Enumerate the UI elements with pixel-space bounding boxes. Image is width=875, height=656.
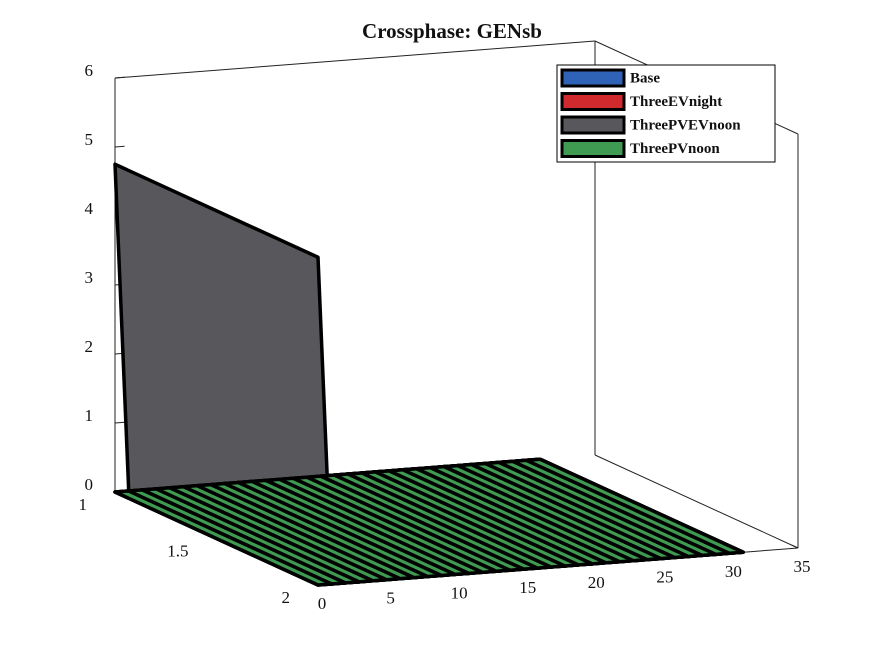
legend-label: ThreePVnoon <box>630 141 720 157</box>
x-tick-label: 5 <box>386 589 395 608</box>
z-tick-label: 5 <box>85 130 94 149</box>
x-tick-label: 25 <box>656 567 673 586</box>
legend-label: ThreePVEVnoon <box>630 117 741 133</box>
x-tick-label: 35 <box>794 557 811 576</box>
y-tick-label: 1.5 <box>167 541 188 560</box>
y-tick-label: 1 <box>79 495 88 514</box>
x-tick-label: 15 <box>519 578 536 597</box>
box-edge <box>594 454 799 549</box>
x-tick-label: 0 <box>318 594 327 613</box>
legend-swatch <box>560 115 626 135</box>
x-tick <box>791 544 799 549</box>
z-tick-label: 3 <box>85 268 94 287</box>
z-tick <box>114 145 125 148</box>
surface-patch <box>524 457 745 556</box>
y-tick-label: 2 <box>282 588 291 607</box>
box-edge <box>114 40 596 79</box>
x-tick-label: 20 <box>588 573 605 592</box>
z-tick <box>114 421 125 424</box>
x-tick-label: 30 <box>725 562 742 581</box>
z-tick <box>114 76 125 79</box>
z-tick-label: 6 <box>85 61 94 80</box>
z-tick-label: 4 <box>85 199 94 218</box>
legend-label: ThreeEVnight <box>630 94 722 110</box>
z-tick-label: 1 <box>85 406 94 425</box>
legend-swatch <box>560 68 626 88</box>
legend-label: Base <box>630 70 660 86</box>
x-tick-label: 10 <box>451 583 468 602</box>
legend-swatch <box>560 139 626 158</box>
legend-swatch <box>560 92 626 111</box>
z-tick-label: 2 <box>85 337 94 356</box>
chart-title: Crossphase: GENsb <box>362 19 542 43</box>
z-tick-label: 0 <box>85 475 94 494</box>
